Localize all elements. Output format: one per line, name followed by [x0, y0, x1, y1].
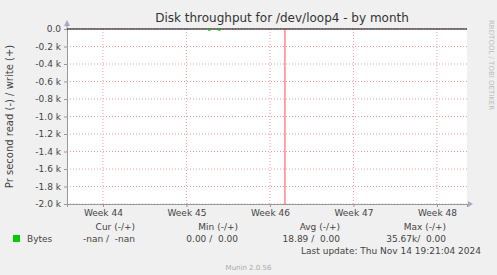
plot-area	[67, 29, 467, 204]
y-tick-mark	[64, 99, 67, 100]
background	[0, 0, 497, 275]
footer: Munin 2.0.56	[226, 264, 272, 272]
y-tick: 0.0	[47, 24, 67, 34]
y-tick-mark	[64, 64, 67, 65]
y-tick-label: -0.6 k	[35, 77, 61, 87]
y-grid-line	[67, 169, 467, 170]
y-grid-line	[67, 134, 467, 135]
x-tick-mark	[437, 204, 438, 207]
y-tick-mark	[64, 29, 67, 30]
stats-header: Cur (-/+)	[96, 222, 135, 232]
x-tick-mark	[186, 204, 187, 207]
x-tick: Week 48	[418, 204, 457, 218]
y-tick-label: -2.0 k	[35, 199, 61, 209]
y-tick: -0.6 k	[35, 77, 67, 87]
y-grid-line	[67, 46, 467, 47]
legend-label: Bytes	[27, 234, 53, 244]
x-tick: Week 44	[84, 204, 123, 218]
y-tick-mark	[64, 134, 67, 135]
y-tick-mark	[64, 82, 67, 83]
grid	[67, 29, 467, 204]
stats-value: 35.67k/ 0.00	[386, 234, 446, 244]
y-tick: -0.4 k	[35, 59, 67, 69]
x-tick-mark	[353, 204, 354, 207]
y-tick: -1.4 k	[35, 147, 67, 157]
x-grid-line	[186, 29, 187, 204]
y-tick-label: 0.0	[47, 24, 62, 34]
y-grid-line	[67, 151, 467, 152]
now-line	[284, 29, 285, 204]
x-axis: Week 44 Week 45 Week 46 Week 47 Week 48	[68, 204, 468, 218]
plot	[67, 29, 467, 204]
x-tick-label: Week 48	[418, 208, 457, 218]
y-tick-mark	[64, 47, 67, 48]
y-tick: -1.0 k	[35, 112, 67, 122]
x-grid-line	[353, 29, 354, 204]
last-update: Last update: Thu Nov 14 19:21:04 2024	[301, 246, 481, 256]
y-grid-line	[67, 29, 467, 30]
x-tick: Week 47	[334, 204, 373, 218]
stats-header: Max (-/+)	[404, 222, 446, 232]
y-tick-label: -1.2 k	[35, 129, 61, 139]
y-grid-line	[67, 81, 467, 82]
y-tick: -2.0 k	[35, 199, 67, 209]
y-tick-label: -1.8 k	[35, 182, 61, 192]
watermark: RRDTOOL / TOBI OETIKER	[487, 20, 495, 110]
x-axis-line	[68, 205, 468, 208]
y-tick-mark	[64, 169, 67, 170]
x-tick: Week 45	[167, 204, 206, 218]
x-tick-label: Week 44	[84, 208, 123, 218]
y-axis-line	[64, 30, 68, 205]
y-tick-mark	[64, 204, 67, 205]
x-tick-label: Week 46	[251, 208, 290, 218]
legend-swatch	[13, 235, 20, 242]
y-axis: 0.0 -0.2 k -0.4 k -0.6 k -0.8 k -1.0 k -1.2 k -…	[35, 24, 67, 209]
stats-value: -nan / -nan	[83, 234, 135, 244]
x-grid-line	[269, 29, 270, 204]
stats-value: 18.89 / 0.00	[283, 234, 341, 244]
stats-header: Avg (-/+)	[300, 222, 340, 232]
y-tick: -1.8 k	[35, 182, 67, 192]
y-tick-label: -0.8 k	[35, 94, 61, 104]
y-tick-label: -0.4 k	[35, 59, 61, 69]
y-tick-mark	[64, 117, 67, 118]
x-tick-mark	[103, 204, 104, 207]
x-tick-label: Week 47	[334, 208, 373, 218]
x-tick-label: Week 45	[167, 208, 206, 218]
y-tick-label: -0.2 k	[35, 42, 61, 52]
x-tick: Week 46	[251, 204, 290, 218]
x-arrow	[468, 201, 473, 207]
y-grid-line	[67, 186, 467, 187]
zero-line	[67, 29, 467, 30]
y-axis-ext	[67, 25, 68, 29]
y-grid-line	[67, 116, 467, 117]
y-tick: -1.2 k	[35, 129, 67, 139]
stats-header: Min (-/+)	[198, 222, 238, 232]
x-grid-line	[102, 29, 103, 204]
y-tick: -0.2 k	[35, 42, 67, 52]
y-tick: -1.6 k	[35, 164, 67, 174]
y-tick-mark	[64, 187, 67, 188]
y-axis-title: Pr second read (-) / write (+)	[4, 45, 15, 188]
x-tick-mark	[270, 204, 271, 207]
chart: Disk throughput for /dev/loop4 - by mont…	[0, 0, 497, 275]
x-grid-line	[436, 29, 437, 204]
stats-value: 0.00 / 0.00	[186, 234, 238, 244]
title: Disk throughput for /dev/loop4 - by mont…	[155, 11, 409, 25]
series-line	[208, 29, 221, 31]
y-tick-label: -1.6 k	[35, 164, 61, 174]
y-tick-label: -1.0 k	[35, 112, 61, 122]
y-grid-line	[67, 99, 467, 100]
y-tick: -0.8 k	[35, 94, 67, 104]
y-tick-label: -1.4 k	[35, 147, 61, 157]
y-tick-mark	[64, 152, 67, 153]
y-grid-line	[67, 64, 467, 65]
